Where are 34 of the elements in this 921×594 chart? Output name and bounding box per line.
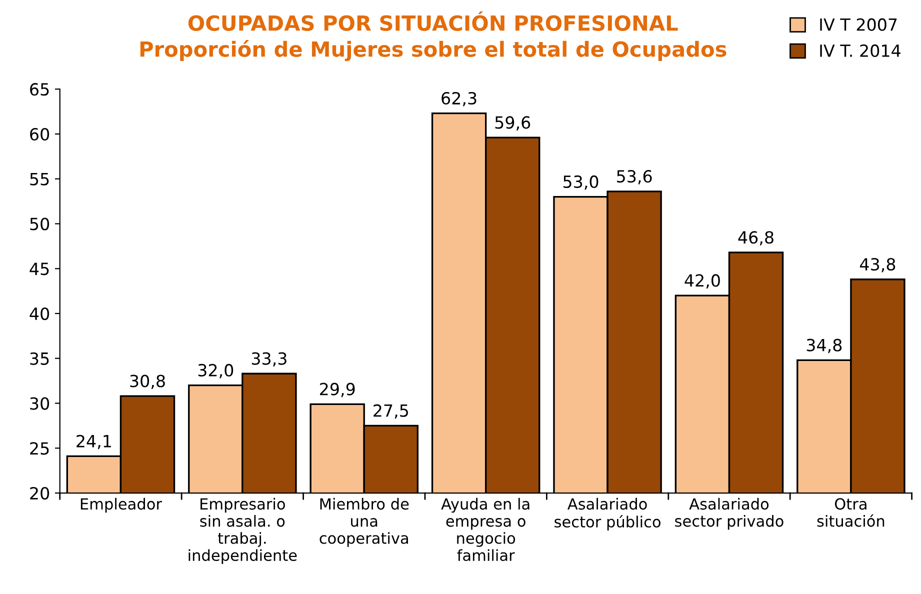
- data-label: 53,0: [563, 175, 598, 190]
- data-label: 24,1: [76, 434, 111, 450]
- y-tick-label: 40: [30, 307, 50, 320]
- y-tick-label: 35: [30, 352, 49, 365]
- y-tick-label: 60: [30, 128, 50, 141]
- legend-label: IV T 2007: [820, 18, 897, 31]
- y-tick-label: 20: [30, 486, 50, 500]
- y-tick-label: 30: [30, 397, 50, 410]
- x-tick-label: Miembro de una cooperativa: [320, 498, 409, 547]
- x-tick-label: Otra situación: [817, 498, 884, 527]
- y-tick-label: 25: [30, 442, 49, 455]
- data-label: 30,8: [130, 374, 165, 389]
- data-label: 43,8: [860, 258, 896, 272]
- data-label: 59,6: [495, 116, 530, 130]
- x-tick-label: Empleador: [80, 498, 162, 513]
- y-tick-label: 45: [30, 262, 49, 276]
- data-label: 62,3: [442, 92, 476, 106]
- y-tick-label: 50: [30, 218, 50, 230]
- data-label: 27,5: [374, 404, 408, 419]
- x-tick-label: Asalariado sector público: [554, 498, 660, 531]
- x-tick-label: Ayuda en la empresa o negocio familiar: [441, 498, 530, 562]
- data-label: 42,0: [684, 274, 720, 288]
- y-tick-label: 55: [30, 173, 49, 186]
- data-label: 32,0: [198, 364, 234, 378]
- data-label: 53,6: [617, 170, 652, 184]
- y-tick-label: 65: [30, 83, 49, 96]
- data-label: 34,8: [806, 338, 842, 354]
- x-tick-label: Empresario sin asala. o trabaj. independiente: [188, 498, 297, 564]
- chart-title: OCUPADAS POR SITUACIÓN PROFESIONAL Proporción de Mujeres sobre el total de Ocupados: [140, 11, 726, 62]
- legend-label: IV T. 2014: [820, 44, 900, 58]
- data-label: 46,8: [738, 231, 774, 246]
- x-tick-label: Asalariado sector privado: [675, 498, 784, 530]
- data-label: 29,9: [320, 382, 355, 398]
- data-label: 33,3: [252, 352, 286, 367]
